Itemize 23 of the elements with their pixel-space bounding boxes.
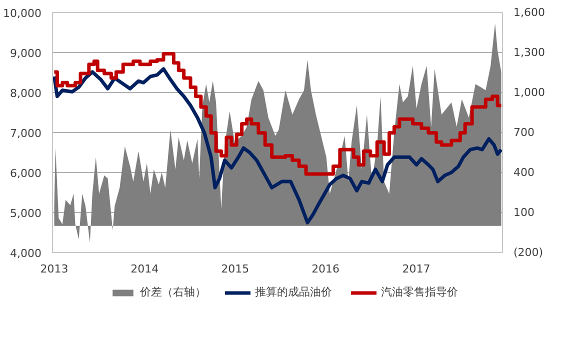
y-tick-label: 4,000 — [10, 247, 42, 260]
y2-tick-label: 700 — [514, 126, 534, 139]
legend-label: 推算的成品油价 — [255, 284, 332, 300]
y2-tick-label: 100 — [514, 206, 534, 219]
x-tick-label: 2016 — [312, 262, 340, 276]
legend-label: 价差（右轴） — [140, 284, 206, 300]
y-tick-label: 7,000 — [10, 127, 42, 140]
y-tick-label: 8,000 — [10, 87, 42, 100]
x-tick-label: 2015 — [221, 262, 250, 276]
y-tick-label: 9,000 — [10, 47, 42, 60]
legend-label: 汽油零售指导价 — [381, 284, 458, 300]
y2-tick-label: 400 — [514, 166, 534, 179]
y-tick-label: 10,000 — [3, 7, 42, 20]
y-tick-label: 5,000 — [10, 207, 42, 220]
y2-tick-label: 1,600 — [514, 6, 545, 19]
line-series — [52, 67, 502, 224]
x-tick-label: 2017 — [402, 262, 430, 276]
x-tick-label: 2013 — [40, 262, 68, 276]
x-tick-label: 2014 — [130, 262, 159, 276]
y2-tick-label: 1,000 — [514, 86, 545, 99]
y2-tick-label: 1,300 — [514, 46, 545, 59]
y2-tick-label: (200) — [514, 246, 544, 259]
y-tick-label: 6,000 — [10, 167, 42, 180]
